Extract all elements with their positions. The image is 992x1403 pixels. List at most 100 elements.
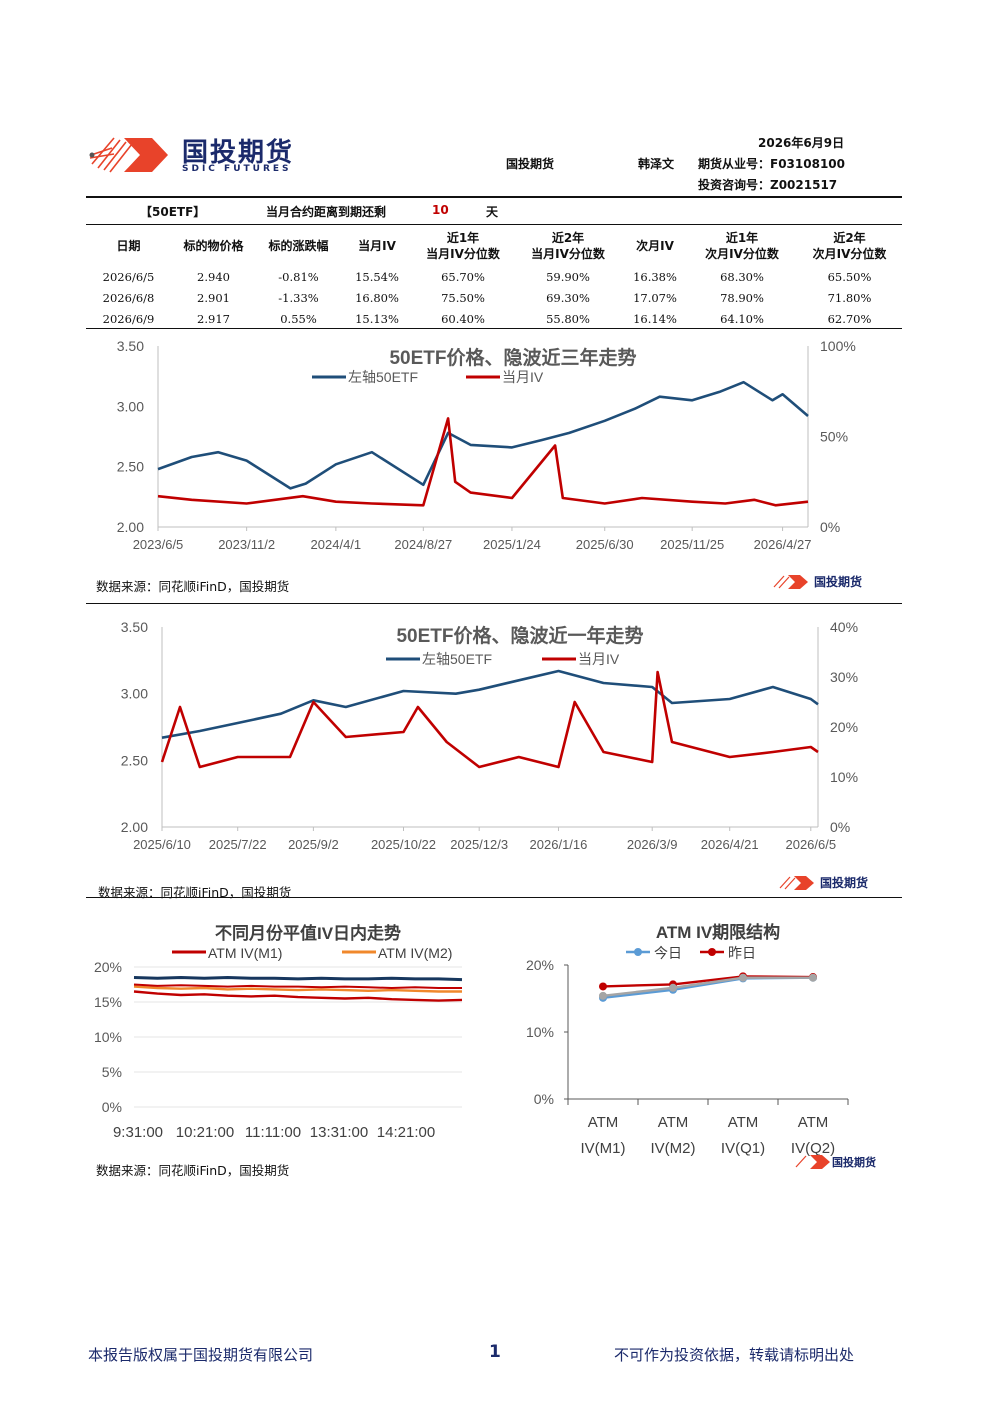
y-tick-label: 5% [102,1064,122,1080]
table-cell: 55.80% [546,311,590,326]
table-cell: 16.14% [633,311,677,326]
x-tick-label: 2025/9/2 [288,837,339,852]
table-header-cell: 近2年 次月IV分位数 [797,226,902,266]
chart-3yr-price-iv: 2.00 2.50 3.00 3.50 0% 50% 100% 2023/6/5 2023/11… [117,338,856,552]
table-header-cell: 近2年 当月IV分位数 [513,226,623,266]
y-tick-label-left: 3.00 [117,398,144,414]
table-top-rule [86,196,902,198]
table-cell: 17.07% [633,290,677,305]
intraday-series-line [133,975,463,982]
table-header-cell: 标的物价格 [171,226,256,266]
table-cell: 2026/6/9 [102,311,155,326]
chart-iv-term-structure: 0% 10% 20% ATM IV(M1) ATM IV(M2) ATM IV(Q1) ATM IV… [526,922,849,1156]
footer-copyright: 本报告版权属于国投期货有限公司 [88,1346,314,1364]
table-cell: -0.81% [278,269,319,284]
intraday-series-line [133,983,462,990]
y-tick-label-right: 10% [830,769,858,785]
section-rule-1 [86,603,902,604]
expiry-label: 当月合约距离到期还剩 [266,205,387,219]
table-mid-rule [86,224,902,225]
expiry-days: 10 [432,203,449,217]
term-series-point [809,973,817,982]
term-series-point [599,982,607,991]
legend-label: 左轴50ETF [422,651,492,667]
table-cell: -1.33% [278,290,319,305]
data-source-3: 数据来源：同花顺iFinD，国投期货 [96,1163,290,1178]
table-cell: 2.940 [197,269,230,284]
x-tick-label: 2025/10/22 [371,837,436,852]
y-tick-label: 0% [534,1091,554,1107]
x-category-label: IV(M2) [651,1140,696,1156]
table-row: 2026/6/5 2.940 -0.81% 15.54% 65.70% 59.90% 16.… [86,266,902,287]
company-logo: 国投期货 SDIC FUTURES [84,124,318,186]
logo-mark-icon [89,137,168,173]
x-tick-label: 13:31:00 [310,1124,368,1141]
legend-marker [634,948,642,956]
legend-label: ATM IV(M1) [208,945,282,961]
logo-small-text: 国投期货 [820,875,868,890]
table-header-text: 近1年 [725,231,759,245]
legend-label: 当月IV [578,651,620,667]
y-tick-label-left: 2.50 [121,752,148,768]
intraday-series-line [133,990,463,1002]
legend-label: 今日 [654,945,682,961]
y-tick-label-left: 3.50 [117,338,144,354]
table-cell: 2.917 [197,311,230,326]
y-tick-label-left: 2.00 [117,519,144,535]
table-cell: 16.38% [633,269,677,284]
x-tick-label: 2026/1/16 [530,837,588,852]
table-cell: 64.10% [720,311,764,326]
table-cell: 59.90% [546,269,590,284]
table-header-text: 近2年 [551,231,585,245]
x-tick-label: 2025/6/10 [133,837,191,852]
y-tick-label: 10% [94,1029,122,1045]
table-header-cell: 当月IV [341,226,413,266]
table-cell: 69.30% [546,290,590,305]
logo-small-text: 国投期货 [832,1155,876,1169]
table-cell: 65.70% [441,269,485,284]
logo-small-icon: 国投期货 [773,574,862,589]
logo-small-icon: 国投期货 [779,875,868,890]
table-header-cell: 日期 [86,226,171,266]
table-cell: 2026/6/5 [102,269,155,284]
x-tick-label: 2025/6/30 [576,537,634,552]
chart-intraday-iv: 0% 5% 10% 15% 20% 9:31:00 10:21:00 11:11:00 13:3… [94,923,463,1141]
y-tick-label-right: 0% [820,519,840,535]
y-tick-label-right: 40% [830,619,858,635]
table-header-cell: 标的涨跌幅 [256,226,341,266]
table-cell: 71.80% [827,290,872,305]
table-header-text: 近2年 [833,231,866,245]
series-line-50etf [157,380,809,490]
x-tick-label: 2025/11/25 [660,537,724,552]
x-tick-label: 2026/4/21 [701,837,759,852]
x-tick-label: 2025/1/24 [483,537,541,552]
table-header-cell: 近1年 当月IV分位数 [413,226,513,266]
logo-small-text: 国投期货 [814,574,862,589]
term-series-line [602,976,813,997]
x-tick-label: 2026/6/5 [785,837,836,852]
x-category-label: IV(Q1) [721,1140,765,1156]
product-tag: 【50ETF】 [140,205,206,219]
report-date: 2026年6月9日 [758,136,845,150]
table-bottom-rule [86,328,902,329]
legend-label: 当月IV [502,369,544,385]
table-header-cell: 近1年 次月IV分位数 [687,226,797,266]
license-number: 期货从业号：F03108100 [698,157,845,171]
analyst-name: 韩泽文 [638,157,675,171]
chart-title: 50ETF价格、隐波近三年走势 [389,346,636,369]
x-tick-label: 2024/8/27 [394,537,452,552]
table-cell: 15.54% [355,269,399,284]
table-cell: 2.901 [197,290,230,305]
table-header-row: 日期 标的物价格 标的涨跌幅 当月IV 近1年 当月IV分位数 近2年 当月IV分位数 次月IV… [86,226,902,266]
term-series-point [599,991,607,1000]
intraday-series-line [133,985,462,993]
y-tick-label: 0% [102,1099,122,1115]
y-tick-label-left: 2.50 [117,459,144,475]
iv-summary-table: 日期 标的物价格 标的涨跌幅 当月IV 近1年 当月IV分位数 近2年 当月IV分位数 次月IV… [86,226,902,329]
y-tick-label: 20% [526,957,554,973]
term-series-point [669,983,677,992]
table-cell: 78.90% [720,290,764,305]
table-header-text: 标的物价格 [183,239,244,253]
x-tick-label: 11:11:00 [245,1124,301,1141]
y-tick-label-left: 3.00 [121,686,148,702]
